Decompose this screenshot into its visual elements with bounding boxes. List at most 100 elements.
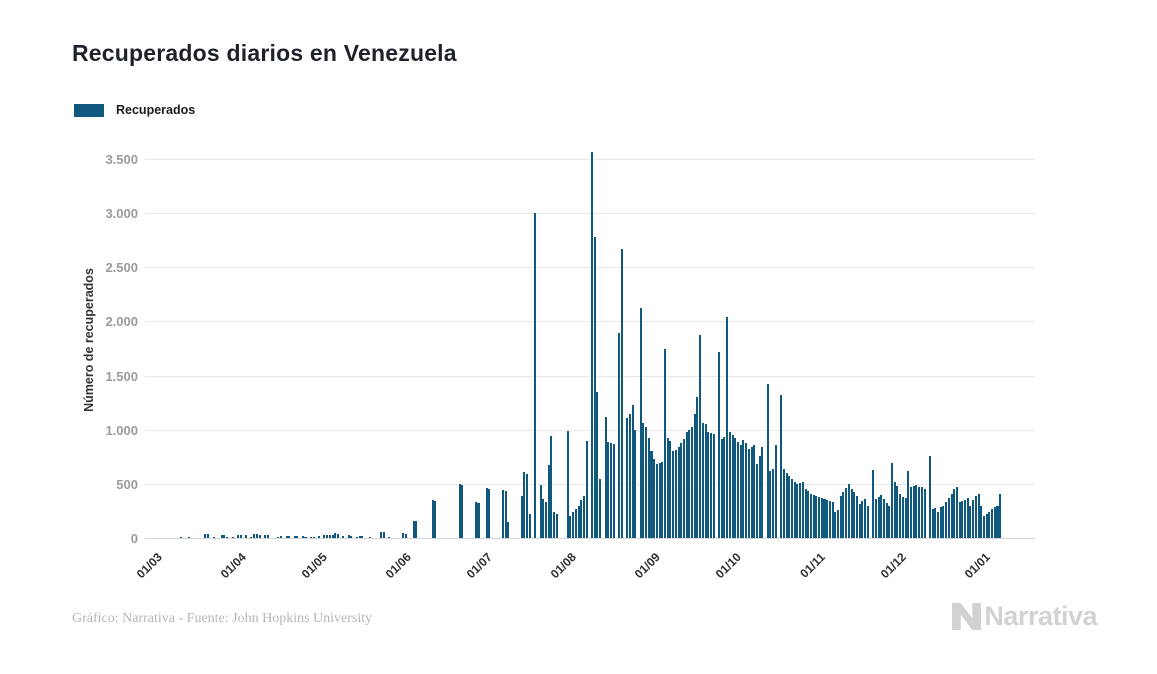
bar[interactable] [723,437,726,538]
bar[interactable] [980,505,983,538]
bar[interactable] [782,468,785,538]
bar[interactable] [280,536,283,538]
bar[interactable] [488,489,491,538]
bar[interactable] [699,335,702,538]
bar[interactable] [239,535,242,538]
bar[interactable] [785,473,788,538]
bar[interactable] [912,486,915,538]
bar[interactable] [309,536,312,538]
bar[interactable] [626,418,629,538]
bar[interactable] [982,515,985,538]
bar[interactable] [791,478,794,538]
bar[interactable] [661,462,664,538]
bar[interactable] [534,212,537,538]
bar[interactable] [631,405,634,538]
bar[interactable] [999,493,1002,538]
bar[interactable] [828,500,831,538]
bar[interactable] [609,443,612,538]
bar[interactable] [504,490,507,538]
bar[interactable] [207,534,210,538]
bar[interactable] [736,441,739,538]
bar[interactable] [672,450,675,538]
bar[interactable] [928,456,931,538]
bar[interactable] [709,433,712,538]
bar[interactable] [747,448,750,538]
bar[interactable] [388,536,391,538]
bar[interactable] [412,520,415,538]
bar[interactable] [288,535,291,538]
bar[interactable] [263,534,266,538]
bar[interactable] [599,478,602,538]
bar[interactable] [899,493,902,538]
bar[interactable] [182,537,185,538]
bar[interactable] [301,536,304,538]
bar[interactable] [188,537,191,538]
bar[interactable] [847,483,850,538]
bar[interactable] [818,497,821,538]
bar[interactable] [645,427,648,538]
bar[interactable] [312,536,315,538]
bar[interactable] [885,502,888,538]
bar[interactable] [296,536,299,538]
bar[interactable] [882,499,885,538]
bar[interactable] [820,498,823,538]
bar[interactable] [431,499,434,538]
bar[interactable] [801,482,804,538]
bar[interactable] [404,533,407,538]
bar[interactable] [485,488,488,538]
bar[interactable] [826,499,829,538]
bar[interactable] [591,152,594,538]
bar[interactable] [355,537,358,538]
bar[interactable] [780,395,783,538]
bar[interactable] [726,316,729,538]
bar[interactable] [923,488,926,538]
bar[interactable] [742,440,745,538]
bar[interactable] [839,495,842,538]
bar[interactable] [720,438,723,538]
bar[interactable] [585,440,588,538]
bar[interactable] [950,493,953,538]
bar[interactable] [734,438,737,538]
bar[interactable] [955,487,958,538]
bar[interactable] [931,508,934,538]
bar[interactable] [874,498,877,538]
bar[interactable] [677,447,680,538]
bar[interactable] [212,537,215,538]
bar[interactable] [853,491,856,538]
bar[interactable] [572,512,575,538]
bar[interactable] [501,489,504,538]
bar[interactable] [815,495,818,538]
bar[interactable] [334,533,337,538]
bar[interactable] [909,487,912,538]
bar[interactable] [796,483,799,538]
bar[interactable] [834,512,837,538]
bar[interactable] [255,534,258,538]
bar[interactable] [639,307,642,538]
bar[interactable] [861,501,864,538]
bar[interactable] [555,514,558,538]
bar[interactable] [858,503,861,538]
bar[interactable] [318,535,321,538]
bar[interactable] [831,502,834,538]
bar[interactable] [769,470,772,538]
bar[interactable] [845,488,848,538]
bar[interactable] [304,536,307,538]
bar[interactable] [993,507,996,538]
bar[interactable] [358,535,361,538]
bar[interactable] [850,489,853,538]
bar[interactable] [236,534,239,538]
bar[interactable] [942,505,945,538]
bar[interactable] [323,535,326,538]
bar[interactable] [966,498,969,538]
bar[interactable] [680,442,683,538]
bar[interactable] [755,463,758,538]
bar[interactable] [258,534,261,538]
bar[interactable] [380,532,383,538]
bar[interactable] [793,481,796,538]
bar[interactable] [553,512,556,538]
bar[interactable] [707,432,710,538]
bar[interactable] [550,435,553,538]
bar[interactable] [596,391,599,538]
legend-item-recuperados[interactable]: Recuperados [74,103,195,117]
bar[interactable] [807,491,810,538]
